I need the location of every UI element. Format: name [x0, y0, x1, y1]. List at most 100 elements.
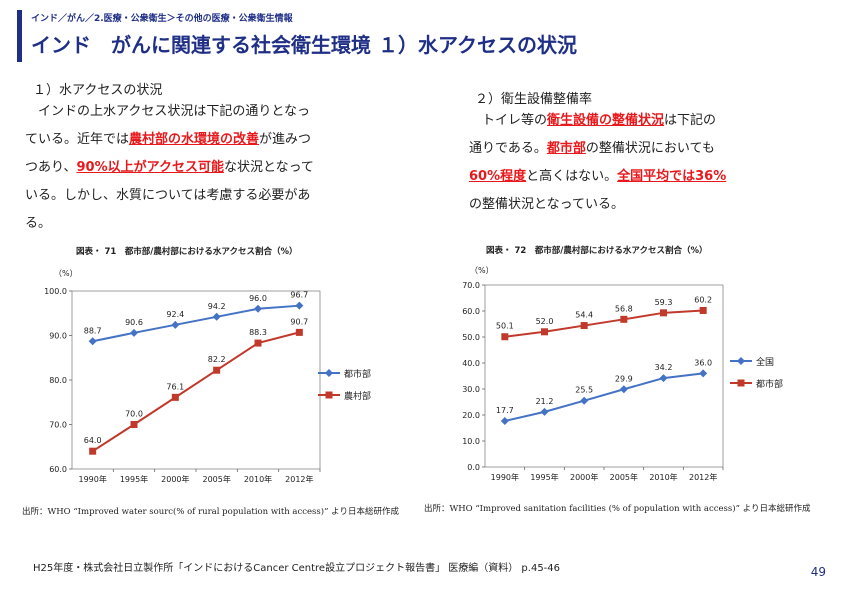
title-accent-bar [17, 10, 22, 62]
data-label: 90.6 [125, 318, 143, 327]
y-tick-label: 60.0 [49, 465, 67, 474]
plot-frame [71, 290, 321, 470]
sanitation-chart: 図表・ 72 都市部/農村部における水アクセス割合（%） （%） 0.0 10.0 20… [462, 245, 783, 482]
highlight-text: 都市部 [546, 141, 586, 156]
data-point [580, 322, 588, 330]
data-label: 56.8 [615, 304, 633, 313]
data-point [500, 416, 509, 425]
data-point [89, 447, 97, 455]
y-tick-label: 100.0 [44, 287, 67, 296]
x-tick-label: 2012年 [689, 472, 717, 482]
y-tick-label: 80.0 [49, 376, 67, 385]
sanitation-chart-source: 出所：WHO “Improved sanitation facilities (… [424, 504, 811, 514]
body-text: いる。しかし、水質については考慮する必要があ [25, 188, 311, 203]
legend-marker [325, 369, 333, 377]
data-label: 34.2 [655, 363, 673, 372]
body-line: つあり、90%以上がアクセス可能な状況となって [25, 154, 314, 182]
body-line: る。 [25, 210, 314, 238]
data-label: 54.4 [575, 311, 593, 320]
x-tick-label: 2000年 [570, 472, 598, 482]
data-label: 29.9 [615, 374, 633, 383]
data-label: 76.1 [166, 382, 184, 391]
legend-marker [325, 391, 333, 399]
y-tick-label: 70.0 [49, 421, 67, 430]
chart-title: 図表・ 71 都市部/農村部における水アクセス割合（%） [76, 246, 298, 257]
y-axis-unit: （%） [470, 266, 494, 275]
water-access-heading: １）水アクセスの状況 [33, 83, 163, 98]
data-point [171, 320, 180, 329]
x-tick-label: 1995年 [120, 474, 148, 484]
data-label: 21.2 [536, 397, 554, 406]
body-line: インドの上水アクセス状況は下記の通りとなっ [25, 98, 314, 126]
body-text: 通りである。 [469, 141, 547, 156]
data-label: 88.3 [249, 328, 267, 337]
data-point [254, 304, 262, 313]
data-point [171, 393, 179, 401]
data-point [660, 309, 667, 317]
x-tick-label: 1995年 [530, 472, 558, 482]
y-tick-label: 50.0 [462, 333, 480, 342]
data-label: 90.7 [290, 317, 308, 326]
data-point [254, 339, 262, 347]
x-tick-label: 2005年 [610, 472, 638, 482]
data-point [130, 421, 138, 428]
data-label: 17.7 [496, 406, 514, 415]
highlight-text: 90%以上がアクセス可能 [76, 160, 224, 175]
body-text: つあり、 [25, 160, 77, 175]
y-tick-label: 40.0 [462, 359, 480, 368]
data-label: 64.0 [84, 436, 102, 445]
y-tick-label: 10.0 [462, 437, 480, 446]
body-text: トイレ等の [469, 113, 548, 128]
page-number: 49 [810, 565, 826, 579]
y-tick-label: 60.0 [462, 307, 480, 316]
data-point [540, 407, 549, 416]
data-label: 82.2 [208, 355, 226, 364]
data-point [130, 328, 138, 337]
x-tick-label: 2012年 [285, 474, 313, 484]
data-label: 50.1 [496, 322, 514, 331]
y-tick-label: 0.0 [467, 463, 480, 472]
highlight-text: 農村部の水環境の改善 [129, 132, 260, 147]
y-axis-unit: （%） [54, 269, 78, 278]
data-point [212, 312, 221, 321]
body-text: は下記の [664, 113, 717, 128]
data-label: 60.2 [694, 295, 712, 304]
legend-label: 全国 [756, 356, 774, 368]
data-label: 96.0 [249, 294, 267, 303]
y-tick-label: 70.0 [462, 281, 480, 290]
highlight-text: 全国平均では36% [617, 169, 727, 184]
data-label: 36.0 [694, 358, 712, 367]
data-label: 59.3 [655, 298, 673, 307]
body-text: インドの上水アクセス状況は下記の通りとなっ [25, 104, 310, 119]
sanitation-body: トイレ等の衛生設備の整備状況は下記の 通りである。都市部の整備状況においても 60%… [469, 107, 726, 219]
chart-title: 図表・ 72 都市部/農村部における水アクセス割合（%） [486, 245, 708, 256]
legend-marker [737, 357, 745, 365]
body-text: が進みつ [259, 132, 312, 147]
legend-label: 農村部 [344, 390, 371, 402]
body-line: トイレ等の衛生設備の整備状況は下記の [469, 107, 726, 135]
sanitation-heading: ２）衛生設備整備率 [475, 92, 593, 107]
data-point [580, 396, 589, 405]
data-label: 92.4 [166, 310, 184, 319]
body-text: の整備状況においても [585, 141, 715, 156]
series-line [92, 331, 300, 453]
data-label: 96.7 [290, 291, 308, 300]
x-tick-label: 2010年 [244, 474, 272, 484]
body-line: いる。しかし、水質については考慮する必要があ [25, 182, 314, 210]
data-point [295, 328, 303, 336]
data-point [295, 301, 304, 310]
data-label: 70.0 [125, 410, 143, 419]
breadcrumb: インド／がん／2.医療・公衆衛生＞その他の医療・公衆衛生情報 [31, 14, 293, 24]
x-tick-label: 2010年 [649, 472, 677, 482]
y-tick-label: 20.0 [462, 411, 480, 420]
body-text: る。 [25, 216, 52, 231]
data-point [699, 369, 708, 378]
highlight-text: 衛生設備の整備状況 [547, 113, 665, 128]
body-line: ている。近年では農村部の水環境の改善が進みつ [25, 126, 314, 154]
body-text: の整備状況となっている。 [469, 197, 624, 212]
page-title: インド がんに関連する社会衛生環境 １）水アクセスの状況 [31, 33, 577, 57]
data-point [88, 337, 97, 346]
water-access-body: インドの上水アクセス状況は下記の通りとなっている。近年では農村部の水環境の改善が… [25, 98, 314, 238]
data-point [659, 374, 668, 383]
body-text: と高くはない。 [526, 169, 618, 184]
